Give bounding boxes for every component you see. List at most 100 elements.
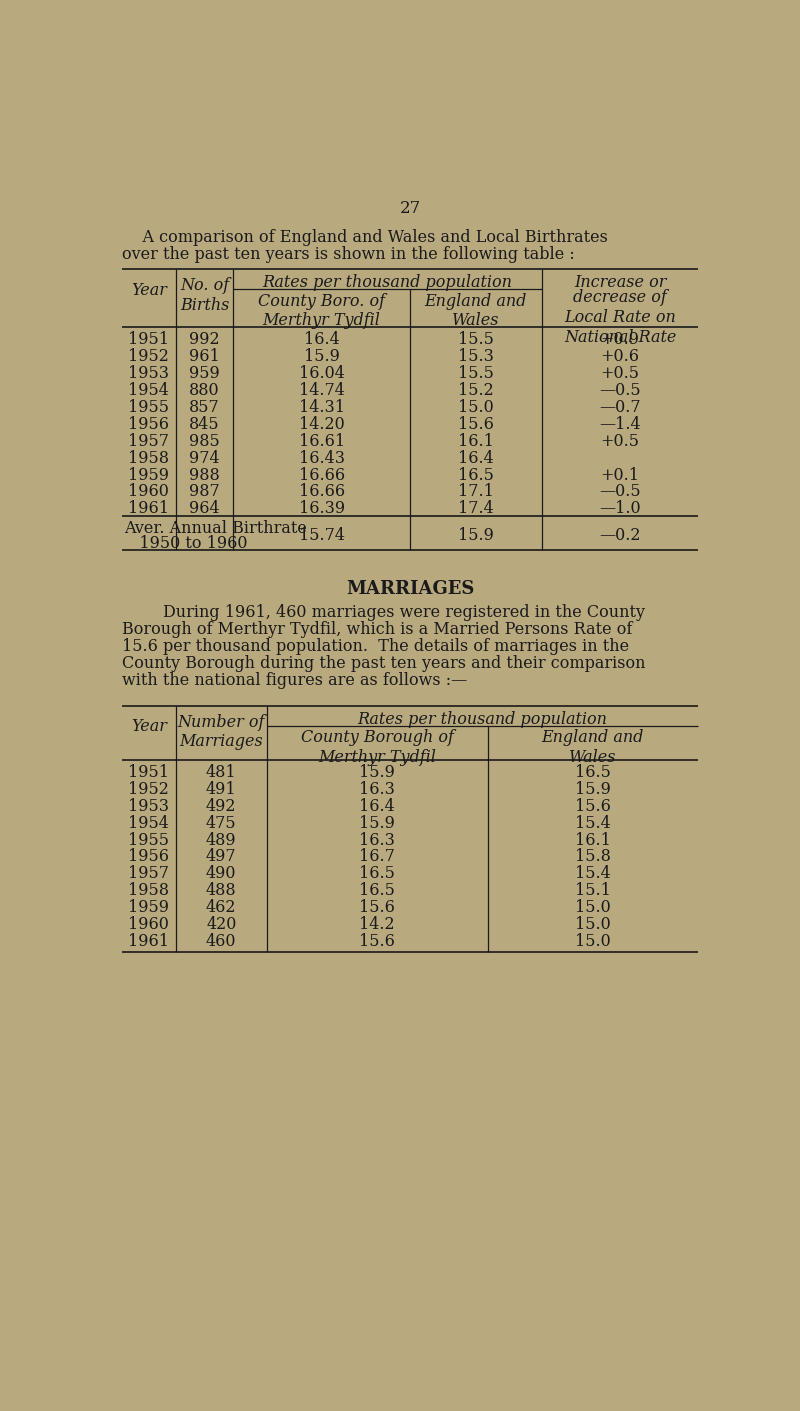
Text: 15.6: 15.6 <box>458 416 494 433</box>
Text: +0.1: +0.1 <box>601 467 639 484</box>
Text: 987: 987 <box>190 484 220 501</box>
Text: 880: 880 <box>190 382 220 399</box>
Text: 490: 490 <box>206 865 237 882</box>
Text: 16.43: 16.43 <box>298 450 345 467</box>
Text: +0.5: +0.5 <box>601 365 639 382</box>
Text: with the national figures are as follows :—: with the national figures are as follows… <box>122 672 467 689</box>
Text: 15.0: 15.0 <box>575 899 610 916</box>
Text: —1.4: —1.4 <box>599 416 641 433</box>
Text: Year: Year <box>131 718 166 735</box>
Text: 1956: 1956 <box>128 848 170 865</box>
Text: 1959: 1959 <box>128 899 170 916</box>
Text: —0.7: —0.7 <box>599 399 641 416</box>
Text: 475: 475 <box>206 814 237 831</box>
Text: —0.5: —0.5 <box>599 484 641 501</box>
Text: 15.9: 15.9 <box>458 528 494 545</box>
Text: 16.61: 16.61 <box>298 433 345 450</box>
Text: 481: 481 <box>206 763 237 780</box>
Text: County Boro. of
Merthyr Tydfil: County Boro. of Merthyr Tydfil <box>258 292 385 329</box>
Text: 15.3: 15.3 <box>458 349 494 365</box>
Text: 17.4: 17.4 <box>458 501 494 518</box>
Text: 14.20: 14.20 <box>298 416 345 433</box>
Text: 420: 420 <box>206 916 237 933</box>
Text: +0.5: +0.5 <box>601 433 639 450</box>
Text: 988: 988 <box>190 467 220 484</box>
Text: 16.5: 16.5 <box>359 882 395 899</box>
Text: 15.9: 15.9 <box>359 763 395 780</box>
Text: 16.39: 16.39 <box>298 501 345 518</box>
Text: 15.6: 15.6 <box>359 933 395 950</box>
Text: 491: 491 <box>206 780 237 797</box>
Text: Year: Year <box>131 282 166 299</box>
Text: 1961: 1961 <box>128 933 170 950</box>
Text: Rates per thousand population: Rates per thousand population <box>262 274 513 291</box>
Text: 16.1: 16.1 <box>458 433 494 450</box>
Text: 492: 492 <box>206 797 237 814</box>
Text: 16.5: 16.5 <box>359 865 395 882</box>
Text: 16.7: 16.7 <box>359 848 395 865</box>
Text: 15.0: 15.0 <box>575 933 610 950</box>
Text: —1.0: —1.0 <box>599 501 641 518</box>
Text: 1951: 1951 <box>128 763 170 780</box>
Text: 16.4: 16.4 <box>458 450 494 467</box>
Text: 15.2: 15.2 <box>458 382 494 399</box>
Text: 16.66: 16.66 <box>298 484 345 501</box>
Text: 17.1: 17.1 <box>458 484 494 501</box>
Text: Aver. Annual Birthrate: Aver. Annual Birthrate <box>124 519 307 536</box>
Text: 1960: 1960 <box>128 484 170 501</box>
Text: 15.74: 15.74 <box>298 528 345 545</box>
Text: 1955: 1955 <box>128 399 170 416</box>
Text: decrease of
Local Rate on
National Rate: decrease of Local Rate on National Rate <box>564 289 676 346</box>
Text: +0.6: +0.6 <box>601 349 639 365</box>
Text: 985: 985 <box>190 433 220 450</box>
Text: 16.3: 16.3 <box>359 831 395 848</box>
Text: 15.6 per thousand population.  The details of marriages in the: 15.6 per thousand population. The detail… <box>122 638 629 655</box>
Text: MARRIAGES: MARRIAGES <box>346 580 474 598</box>
Text: 15.5: 15.5 <box>458 365 494 382</box>
Text: 1957: 1957 <box>128 865 170 882</box>
Text: 16.5: 16.5 <box>458 467 494 484</box>
Text: Number of
Marriages: Number of Marriages <box>178 714 265 751</box>
Text: County Borough during the past ten years and their comparison: County Borough during the past ten years… <box>122 655 646 672</box>
Text: 1961: 1961 <box>128 501 170 518</box>
Text: 14.31: 14.31 <box>298 399 345 416</box>
Text: 16.4: 16.4 <box>304 332 339 349</box>
Text: England and
Wales: England and Wales <box>542 729 644 766</box>
Text: 964: 964 <box>190 501 220 518</box>
Text: 15.4: 15.4 <box>575 814 610 831</box>
Text: 1952: 1952 <box>128 780 170 797</box>
Text: 15.6: 15.6 <box>575 797 611 814</box>
Text: —0.2: —0.2 <box>599 528 641 545</box>
Text: 1958: 1958 <box>128 882 170 899</box>
Text: Increase or: Increase or <box>574 274 666 291</box>
Text: 1953: 1953 <box>128 365 170 382</box>
Text: 16.1: 16.1 <box>575 831 611 848</box>
Text: 27: 27 <box>399 200 421 217</box>
Text: England and
Wales: England and Wales <box>425 292 527 329</box>
Text: Rates per thousand population: Rates per thousand population <box>358 711 607 728</box>
Text: 462: 462 <box>206 899 237 916</box>
Text: 14.74: 14.74 <box>298 382 345 399</box>
Text: +0.9: +0.9 <box>601 332 639 349</box>
Text: 1953: 1953 <box>128 797 170 814</box>
Text: 992: 992 <box>190 332 220 349</box>
Text: 16.66: 16.66 <box>298 467 345 484</box>
Text: 15.0: 15.0 <box>575 916 610 933</box>
Text: 489: 489 <box>206 831 237 848</box>
Text: 1960: 1960 <box>128 916 170 933</box>
Text: 15.5: 15.5 <box>458 332 494 349</box>
Text: over the past ten years is shown in the following table :: over the past ten years is shown in the … <box>122 247 574 264</box>
Text: 1954: 1954 <box>128 814 170 831</box>
Text: 1951: 1951 <box>128 332 170 349</box>
Text: No. of
Births: No. of Births <box>180 277 230 313</box>
Text: 1957: 1957 <box>128 433 170 450</box>
Text: 488: 488 <box>206 882 237 899</box>
Text: 15.4: 15.4 <box>575 865 610 882</box>
Text: 15.1: 15.1 <box>575 882 611 899</box>
Text: 497: 497 <box>206 848 237 865</box>
Text: 857: 857 <box>190 399 220 416</box>
Text: 845: 845 <box>190 416 220 433</box>
Text: 1954: 1954 <box>128 382 170 399</box>
Text: 15.9: 15.9 <box>359 814 395 831</box>
Text: 16.04: 16.04 <box>298 365 345 382</box>
